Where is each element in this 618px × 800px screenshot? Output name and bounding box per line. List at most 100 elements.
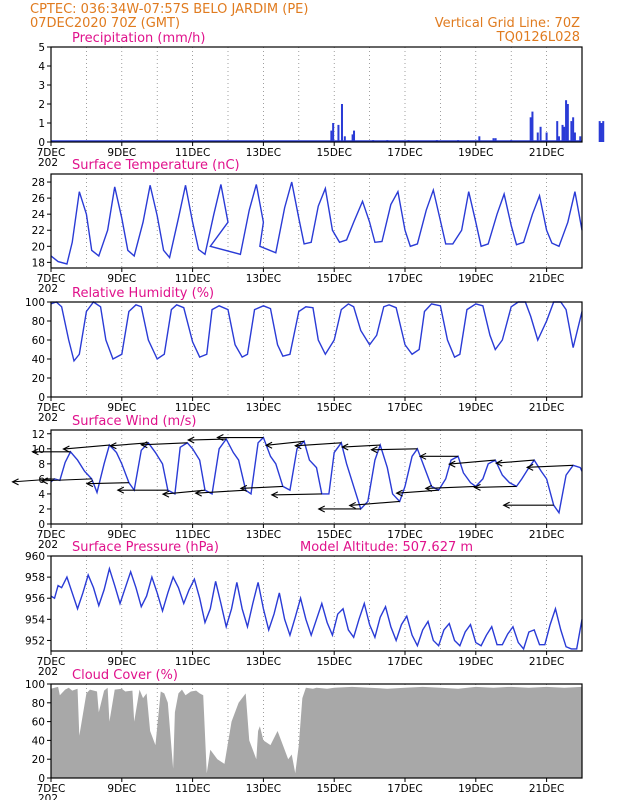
rh-xtick-label: 19DEC (458, 402, 493, 414)
temp-xtick-label: 7DEC (37, 273, 66, 285)
precip-bar (340, 104, 343, 142)
wind-arrow (86, 482, 129, 485)
precip-xtick-label: 7DEC (37, 147, 66, 159)
temp-ytick-label: 26 (32, 193, 46, 205)
precip-ytick-label: 5 (38, 42, 45, 54)
wind-arrow (141, 442, 188, 446)
cloud-xtick-label: 9DEC (107, 783, 136, 795)
precip-frame (50, 46, 583, 143)
wind-arrow-head (85, 480, 94, 488)
cloud-ytick-label: 40 (32, 735, 45, 747)
cloud-area (51, 686, 582, 778)
rh-ytick-label: 60 (32, 335, 45, 347)
pressure-ytick-label: 954 (25, 614, 45, 626)
precip-bar (353, 130, 356, 142)
wind-xtick-label: 19DEC (458, 529, 493, 541)
wind-series-line (50, 436, 583, 515)
rh-year-label: 202 (38, 412, 58, 424)
precip-bar (494, 138, 497, 142)
wind-arrow (63, 444, 110, 450)
pressure-ytick-label: 952 (25, 635, 45, 647)
rh-title: Relative Humidity (%) (72, 286, 214, 301)
precip-bar (563, 126, 566, 142)
station-header: CPTEC: 036:34W-07:57S BELO JARDIM (PE) (30, 2, 308, 17)
wind-arrow-head (294, 442, 302, 450)
wind-arrow-head (494, 459, 503, 467)
pressure-xtick-label: 7DEC (37, 656, 66, 668)
rh-series-line (50, 301, 583, 363)
temp-xtick-label: 15DEC (316, 273, 351, 285)
precip-xtick-label: 11DEC (175, 147, 210, 159)
wind-arrow-head (11, 478, 19, 486)
wind-arrow-head (525, 463, 534, 471)
temp-xtick-label: 19DEC (458, 273, 493, 285)
precip-bar (492, 138, 495, 142)
precip-ytick-label: 4 (38, 61, 45, 73)
precip-xtick-label: 13DEC (246, 147, 281, 159)
wind-arrow-head (395, 489, 403, 497)
wind-arrow (295, 442, 342, 447)
precip-ytick-label: 1 (38, 118, 45, 130)
rh-xtick-label: 11DEC (175, 402, 210, 414)
rh-xtick-label: 13DEC (246, 402, 281, 414)
model-altitude-label: Model Altitude: 507.627 m (300, 540, 473, 555)
wind-arrow-head (418, 452, 427, 460)
cloud-ytick-label: 80 (32, 698, 45, 710)
cloud-year-label: 202 (38, 793, 58, 800)
precip-year-label: 202 (38, 157, 58, 169)
temp-xtick-label: 13DEC (246, 273, 281, 285)
wind-arrow-head (140, 441, 148, 449)
wind-frame (50, 429, 583, 525)
wind-xtick-label: 9DEC (107, 529, 136, 541)
rh-xtick-label: 7DEC (37, 402, 66, 414)
precip-bar (566, 104, 569, 142)
precip-bar (337, 124, 340, 142)
wind-arrow-head (239, 484, 248, 492)
precip-ytick-label: 3 (38, 80, 45, 92)
wind-arrow (496, 459, 535, 464)
rh-ytick-label: 20 (32, 373, 45, 385)
pressure-xtick-label: 19DEC (458, 656, 493, 668)
pressure-ytick-label: 960 (25, 551, 45, 563)
rh-panel: 0 20 40 60 80 100 7DEC 9DEC 11DEC 13DEC 15DEC 17DEC… (25, 286, 583, 424)
temp-xtick-label: 21DEC (529, 273, 564, 285)
precip-bar (573, 132, 576, 142)
pressure-frame (50, 555, 583, 652)
precip-bar (572, 117, 575, 142)
precip-xtick-label: 15DEC (316, 147, 351, 159)
precip-ytick-label: 2 (38, 99, 45, 111)
wind-arrow-head (62, 445, 70, 453)
cloud-xtick-label: 7DEC (37, 783, 66, 795)
wind-xtick-label: 13DEC (246, 529, 281, 541)
temp-xtick-label: 9DEC (107, 273, 136, 285)
wind-arrow-head (116, 486, 125, 494)
wind-arrow (474, 485, 517, 488)
cloud-ytick-label: 20 (32, 754, 45, 766)
pressure-ytick-label: 956 (25, 593, 45, 605)
wind-arrow (110, 442, 149, 447)
rh-xtick-label: 17DEC (387, 402, 422, 414)
wind-arrow (349, 500, 400, 506)
wind-arrow-head (194, 489, 202, 497)
wind-arrow (449, 459, 496, 465)
precip-bar (565, 100, 568, 142)
cloud-xtick-label: 15DEC (316, 783, 351, 795)
wind-arrow-head (502, 501, 510, 509)
cloud-xtick-label: 17DEC (387, 783, 422, 795)
wind-xtick-label: 11DEC (175, 529, 210, 541)
precip-bar (330, 130, 333, 142)
precip-panel: 0 1 2 3 4 5 7DEC 9DEC 11DEC 13DEC 15DEC 17DEC 19DEC 2… (37, 31, 605, 169)
precip-bar (531, 111, 534, 142)
temp-series-line (50, 181, 583, 265)
wind-ytick-label: 2 (38, 504, 45, 516)
cloud-title: Cloud Cover (%) (72, 668, 178, 683)
precip-bar (343, 136, 346, 142)
wind-xtick-label: 15DEC (316, 529, 351, 541)
wind-panel: 0 2 4 6 8 10 12 7DEC 9DEC 11DEC 13DEC 15DEC 17DEC 19D… (11, 414, 583, 551)
wind-xtick-label: 7DEC (37, 529, 66, 541)
temp-xtick-label: 11DEC (175, 273, 210, 285)
wind-arrow-head (340, 443, 349, 451)
wind-xtick-label: 17DEC (387, 529, 422, 541)
precip-ytick-label: 0 (38, 137, 45, 149)
